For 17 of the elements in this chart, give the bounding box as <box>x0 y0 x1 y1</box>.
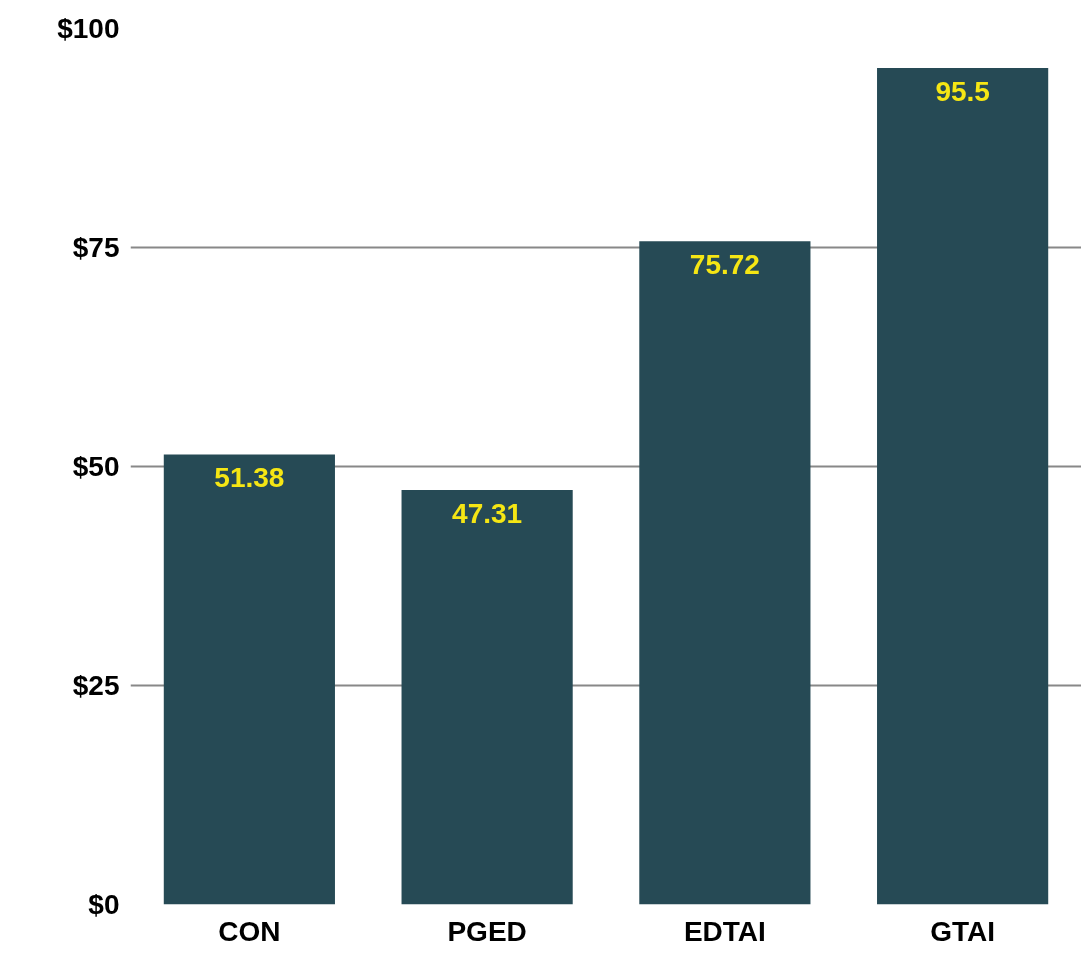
x-tick-label: GTAI <box>930 915 996 947</box>
bar <box>877 67 1049 905</box>
x-tick-label: CON <box>218 915 281 947</box>
y-tick-label: $25 <box>72 670 120 701</box>
data-label: 75.72 <box>689 249 760 281</box>
bar <box>163 454 335 905</box>
y-tick-label: $50 <box>72 451 120 482</box>
y-tick-label: $0 <box>88 889 120 920</box>
x-tick-label: PGED <box>447 915 527 947</box>
data-label: 51.38 <box>214 462 285 494</box>
data-label: 95.5 <box>935 75 990 107</box>
bar <box>401 490 573 905</box>
bar <box>639 241 811 905</box>
x-tick-label: EDTAI <box>683 915 766 947</box>
data-label: 47.31 <box>452 498 523 530</box>
y-tick-label: $100 <box>57 13 120 44</box>
y-tick-label: $75 <box>72 232 120 263</box>
